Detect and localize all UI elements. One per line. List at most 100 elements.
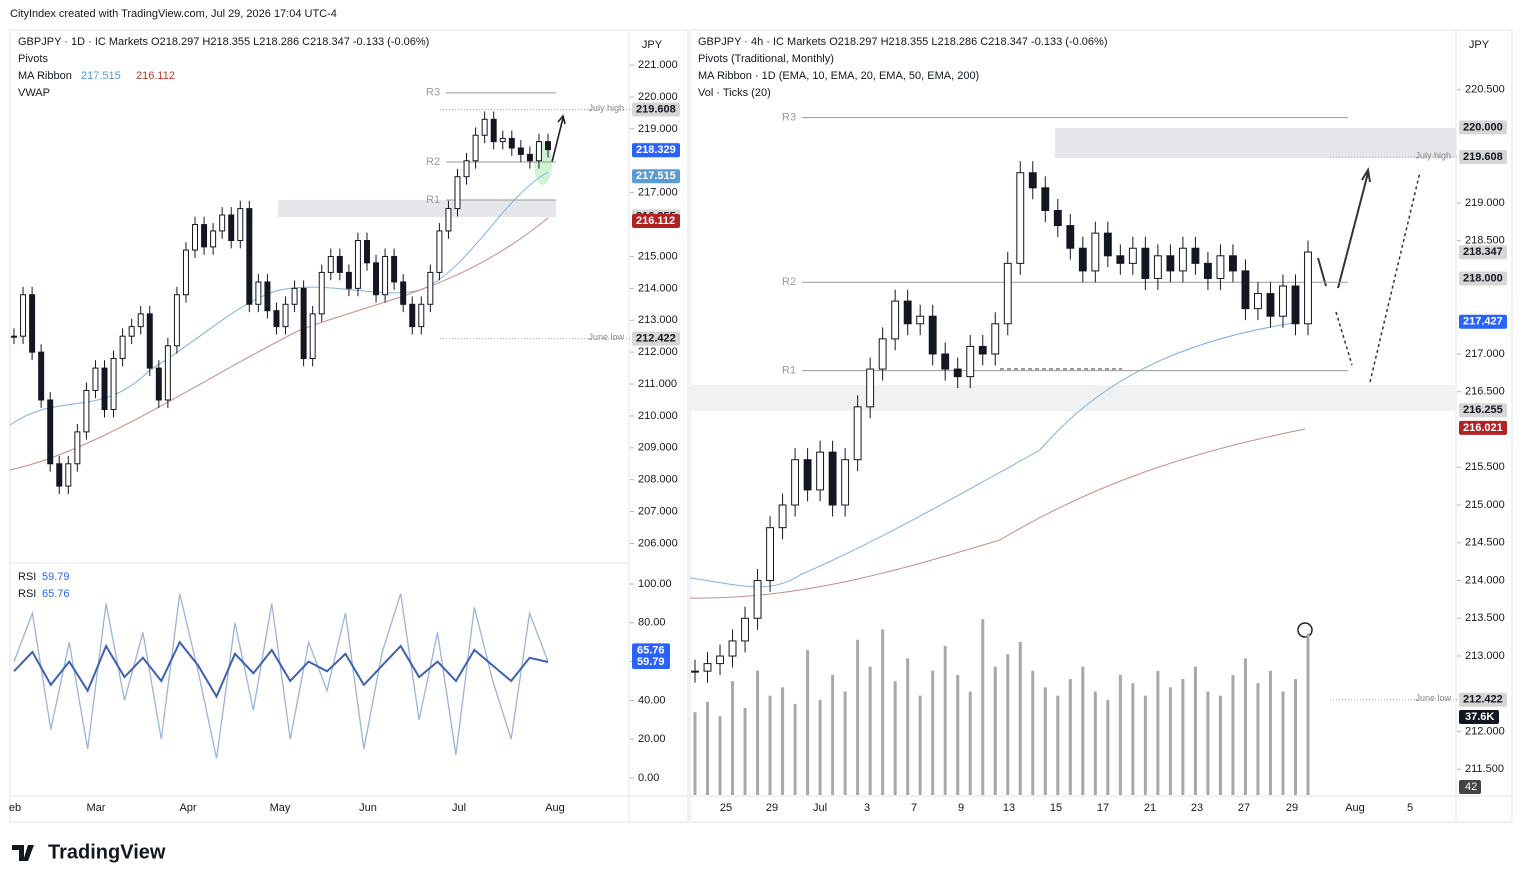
rsi-legend-name: RSI [18, 588, 36, 600]
candle-body [273, 310, 280, 328]
candle-body [345, 271, 352, 289]
y-tick-label: 218.500 [1465, 235, 1505, 247]
volume-bar [993, 666, 997, 795]
candle-body [966, 345, 975, 378]
candle-body [535, 141, 542, 162]
x-tick-label: 27 [1238, 802, 1250, 814]
candle-body [1191, 247, 1200, 264]
price-badge [632, 331, 680, 346]
pivot-label: R3 [782, 112, 796, 124]
volume-badge [1459, 710, 1499, 724]
candle-body [703, 663, 712, 672]
candle-body [255, 281, 262, 305]
y-tick-label: 213.500 [1465, 612, 1505, 624]
candle-body [56, 463, 63, 487]
price-badge-label: 217.427 [1463, 316, 1503, 328]
volume-bar [1256, 683, 1260, 795]
volume-bar [931, 670, 935, 795]
x-tick-label: 29 [766, 802, 778, 814]
volume-bar [981, 619, 985, 795]
y-tick-label: 211.000 [638, 378, 677, 390]
pivot-label: R2 [782, 276, 796, 288]
volume-bar [1218, 695, 1222, 795]
y-tick-label: 211.500 [1465, 763, 1504, 775]
candle-body [728, 640, 737, 657]
candle-body [753, 580, 762, 619]
zone [278, 200, 556, 217]
price-badge-label: 212.422 [636, 333, 676, 345]
candle-body [1241, 270, 1250, 310]
candle-body [29, 294, 36, 353]
candle-body [128, 326, 135, 337]
price-badge [1459, 120, 1507, 135]
candle-body [778, 504, 787, 529]
price-badge [1459, 245, 1507, 260]
y-tick-label: 220.000 [638, 91, 678, 103]
candle-body [110, 358, 117, 411]
y-tick-label: 215.000 [1465, 499, 1505, 511]
candle-body [427, 271, 434, 305]
y-tick-label: 220.500 [1465, 84, 1505, 96]
volume-bar [1206, 691, 1210, 795]
y-tick-label: 216.500 [1465, 386, 1505, 398]
volume-bar [881, 629, 885, 795]
y-tick-label: 214.000 [1465, 574, 1505, 586]
candle-body [11, 335, 17, 338]
candle-body [1304, 251, 1312, 325]
price-badge-label: 218.329 [636, 144, 676, 156]
x-tick-label: Aug [1345, 802, 1365, 814]
left-frame [9, 29, 689, 823]
candle-body [741, 617, 749, 642]
price-badge [1459, 692, 1507, 707]
x-tick-label: 23 [1191, 802, 1203, 814]
candle-body [1266, 293, 1275, 317]
price-badge [1459, 314, 1507, 329]
candle-body [941, 353, 950, 370]
volume-bar [918, 695, 922, 795]
x-tick-label: 15 [1050, 802, 1062, 814]
candle-body [1128, 247, 1137, 264]
y-tick-label: 219.000 [638, 123, 678, 135]
price-badge [1459, 150, 1507, 165]
volume-bar [1093, 691, 1097, 795]
volume-bar [1031, 670, 1035, 795]
currency: JPY [1469, 39, 1490, 51]
candle-body [164, 345, 171, 401]
x-tick-label: Apr [179, 802, 196, 814]
ma-line [689, 428, 1306, 599]
candle-body [418, 303, 425, 328]
x-tick-label: 21 [1144, 802, 1156, 814]
rsi-line [13, 640, 549, 699]
currency: JPY [642, 39, 663, 51]
volume-bar [1006, 654, 1010, 795]
volume-bar [1081, 666, 1085, 795]
y-tick-label: 208.000 [638, 474, 678, 486]
candle-body [1141, 247, 1150, 279]
pivot-label: R1 [782, 364, 796, 376]
volume-bar [743, 708, 747, 795]
candle-body [766, 527, 775, 582]
candle-body [716, 655, 724, 665]
candle-body [137, 313, 144, 328]
ribbon-value: 217.515 [81, 70, 121, 82]
candle-body [1003, 262, 1012, 325]
volume-bar [956, 674, 960, 795]
candle-body [526, 153, 533, 162]
note-label: July high [588, 103, 624, 113]
y-tick-label: 217.000 [638, 187, 678, 199]
arrow [1317, 257, 1327, 287]
x-tick-label: 17 [1097, 802, 1109, 814]
candle-body [382, 255, 389, 296]
y-tick-label: 214.000 [638, 282, 678, 294]
volume-badge-label: 37.6K [1465, 711, 1494, 723]
candle-body [119, 335, 126, 360]
candle-body [282, 303, 289, 328]
marker [1297, 622, 1313, 638]
candle-body [192, 224, 199, 251]
volume-bar [906, 658, 910, 795]
candle-body [201, 224, 208, 248]
volume-bar [1018, 641, 1022, 795]
candle-body [373, 262, 380, 296]
y-tick-label: 213.000 [1465, 650, 1505, 662]
price-badge-label: 217.515 [636, 170, 676, 182]
